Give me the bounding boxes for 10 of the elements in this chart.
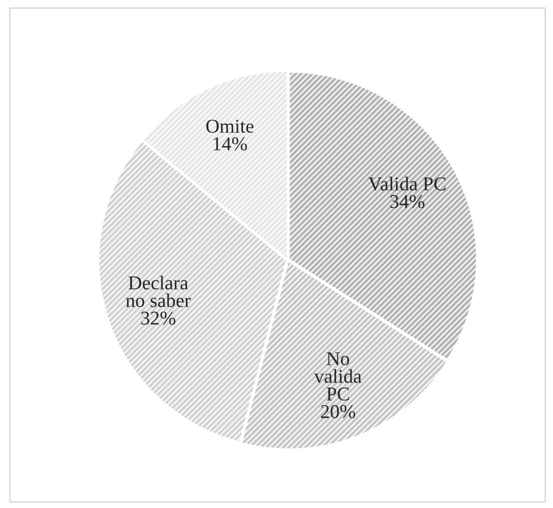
slice-label: No valida PC [314, 352, 362, 401]
data-label: 32% [141, 312, 176, 325]
slice-label: Valida PC [368, 176, 446, 191]
slice-label: Declara no saber [126, 276, 191, 308]
pie-slice [143, 72, 287, 258]
data-label: 34% [390, 194, 424, 208]
slice-label: Omite [206, 120, 254, 133]
pie-slice [242, 262, 446, 448]
data-label: 20% [321, 405, 356, 418]
data-label: 14% [214, 137, 247, 150]
